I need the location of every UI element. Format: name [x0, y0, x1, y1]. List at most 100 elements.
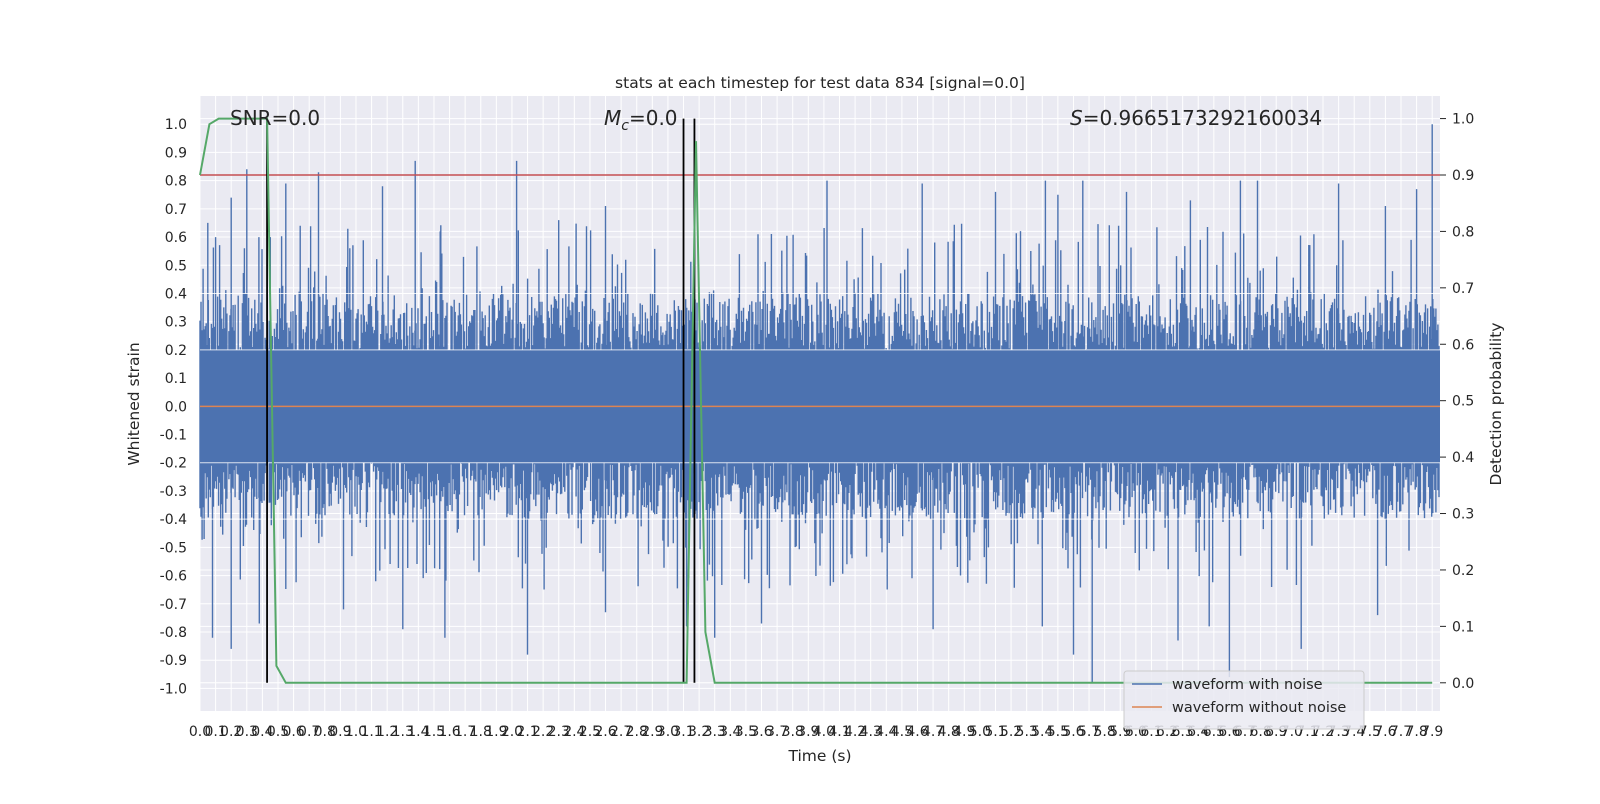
y2-tick-label: 0.7 — [1452, 281, 1474, 297]
x-tick-label: 7.8 — [1405, 724, 1427, 740]
x-tick-label: 2.0 — [501, 724, 523, 740]
y-tick-label: 0.8 — [165, 174, 187, 190]
x-tick-label: 2.2 — [532, 724, 554, 740]
legend-label-with-noise: waveform with noise — [1172, 677, 1323, 693]
y-tick-label: 0.4 — [165, 286, 187, 302]
s-value: =0.9665173292160034 — [1083, 106, 1322, 130]
y-tick-label: -0.6 — [160, 569, 187, 585]
x-tick-label: 2.9 — [641, 724, 663, 740]
x-tick-label: 5.6 — [1062, 724, 1084, 740]
y-tick-label: -1.0 — [160, 681, 187, 697]
y2-tick-label: 0.1 — [1452, 619, 1474, 635]
legend-box — [1123, 670, 1365, 730]
x-tick-label: 2.4 — [563, 724, 585, 740]
y-tick-label: 0.9 — [165, 145, 187, 161]
x-tick-label: 0.6 — [282, 724, 304, 740]
x-tick-label: 2.5 — [579, 724, 601, 740]
y2-tick-label: 1.0 — [1452, 112, 1474, 128]
s-annotation: S=0.9665173292160034 — [1070, 106, 1322, 130]
chart-title: stats at each timestep for test data 834… — [615, 74, 1025, 92]
x-tick-label: 0.4 — [251, 724, 273, 740]
x-tick-label: 7.5 — [1359, 724, 1381, 740]
x-tick-label: 2.3 — [548, 724, 570, 740]
y-tick-label: 0.1 — [165, 371, 187, 387]
x-tick-label: 4.7 — [922, 724, 944, 740]
x-tick-label: 1.5 — [423, 724, 445, 740]
mc-subscript: c — [621, 118, 629, 134]
x-tick-label: 1.3 — [392, 724, 414, 740]
legend-label-without-noise: waveform without noise — [1172, 700, 1346, 716]
x-tick-label: 0.0 — [189, 724, 211, 740]
y-tick-label: -0.8 — [160, 625, 187, 641]
x-tick-label: 3.2 — [688, 724, 710, 740]
x-tick-label: 4.9 — [953, 724, 975, 740]
x-tick-label: 7.7 — [1390, 724, 1412, 740]
x-tick-label: 4.8 — [938, 724, 960, 740]
x-tick-label: 3.1 — [672, 724, 694, 740]
y-tick-label: 0.2 — [165, 343, 187, 359]
x-tick-label: 7.9 — [1421, 724, 1443, 740]
x-tick-label: 5.8 — [1094, 724, 1116, 740]
x-tick-label: 4.1 — [828, 724, 850, 740]
x-tick-label: 1.9 — [485, 724, 507, 740]
x-tick-label: 1.6 — [438, 724, 460, 740]
y2-axis-label: Detection probability — [1487, 323, 1505, 486]
y-tick-label: -0.9 — [160, 653, 187, 669]
mc-value: =0.0 — [629, 106, 678, 130]
y-tick-label: 1.0 — [165, 117, 187, 133]
x-tick-label: 4.3 — [860, 724, 882, 740]
x-tick-label: 0.5 — [267, 724, 289, 740]
x-tick-label: 1.4 — [407, 724, 429, 740]
y-tick-label: 0.5 — [165, 258, 187, 274]
y-tick-label: 0.3 — [165, 315, 187, 331]
x-tick-label: 5.0 — [969, 724, 991, 740]
x-tick-label: 1.0 — [345, 724, 367, 740]
x-tick-label: 7.6 — [1374, 724, 1396, 740]
y-axis-label: Whitened strain — [125, 342, 143, 465]
x-tick-label: 5.5 — [1047, 724, 1069, 740]
y2-tick-label: 0.3 — [1452, 507, 1474, 523]
x-tick-label: 2.1 — [516, 724, 538, 740]
y2-tick-label: 0.9 — [1452, 168, 1474, 184]
x-tick-label: 4.2 — [844, 724, 866, 740]
x-tick-label: 4.6 — [906, 724, 928, 740]
x-tick-label: 3.7 — [766, 724, 788, 740]
y-tick-label: -0.5 — [160, 540, 187, 556]
x-tick-label: 5.7 — [1078, 724, 1100, 740]
x-tick-label: 3.8 — [782, 724, 804, 740]
x-tick-label: 1.8 — [470, 724, 492, 740]
x-tick-label: 0.1 — [204, 724, 226, 740]
x-tick-label: 2.7 — [610, 724, 632, 740]
x-tick-label: 3.6 — [750, 724, 772, 740]
mc-symbol: M — [604, 106, 621, 130]
y2-tick-label: 0.4 — [1452, 450, 1474, 466]
x-tick-label: 3.3 — [704, 724, 726, 740]
y-tick-label: 0.0 — [165, 399, 187, 415]
y-tick-label: -0.1 — [160, 428, 187, 444]
detection-probability-line — [199, 117, 1433, 684]
x-tick-label: 0.3 — [236, 724, 258, 740]
x-tick-label: 1.2 — [376, 724, 398, 740]
y2-tick-label: 0.2 — [1452, 563, 1474, 579]
x-tick-label: 3.9 — [797, 724, 819, 740]
y-tick-label: -0.2 — [160, 456, 187, 472]
x-tick-label: 4.5 — [891, 724, 913, 740]
y-tick-label: 0.7 — [165, 202, 187, 218]
x-axis-label: Time (s) — [787, 747, 851, 765]
x-tick-label: 5.4 — [1031, 724, 1053, 740]
x-tick-label: 2.8 — [626, 724, 648, 740]
x-tick-label: 0.7 — [298, 724, 320, 740]
x-tick-label: 5.2 — [1000, 724, 1022, 740]
x-tick-label: 1.1 — [360, 724, 382, 740]
snr-annotation: SNR=0.0 — [230, 106, 320, 130]
x-tick-label: 5.1 — [984, 724, 1006, 740]
y-tick-label: 0.6 — [165, 230, 187, 246]
x-tick-label: 1.7 — [454, 724, 476, 740]
x-tick-label: 3.0 — [657, 724, 679, 740]
x-tick-label: 2.6 — [594, 724, 616, 740]
x-tick-label: 4.0 — [813, 724, 835, 740]
line-layer — [199, 117, 1440, 684]
mc-annotation: Mc=0.0 — [604, 106, 678, 134]
y-tick-label: -0.3 — [160, 484, 187, 500]
